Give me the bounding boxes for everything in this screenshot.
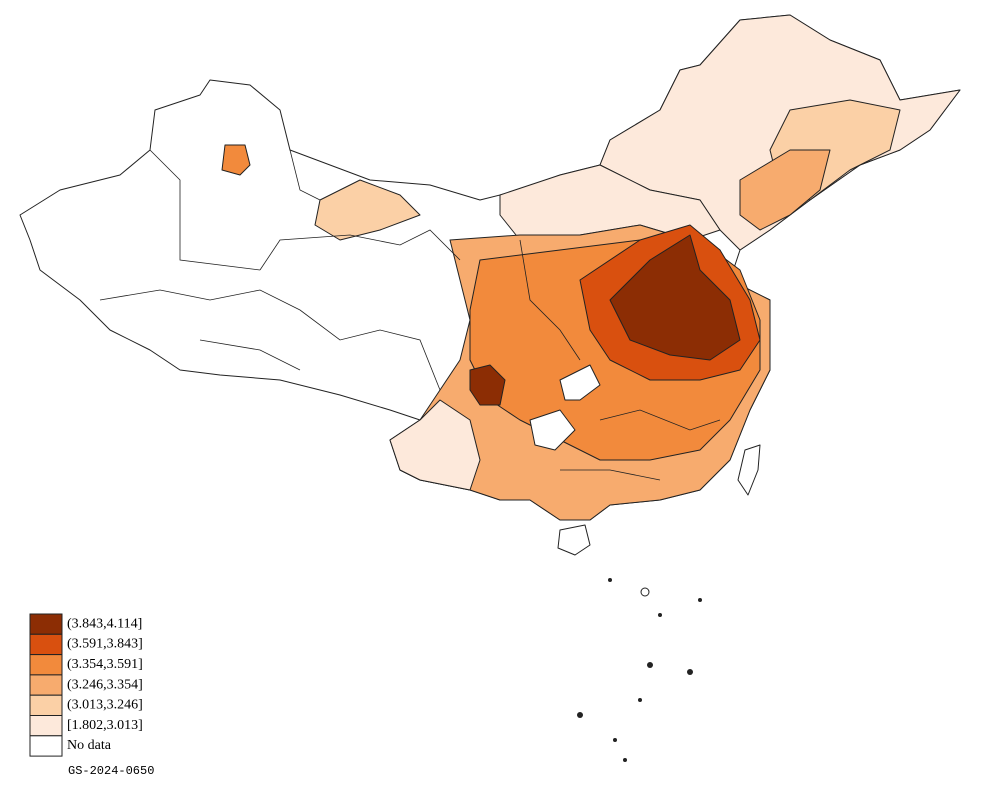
legend-label: (3.354,3.591]	[67, 657, 143, 672]
legend-swatch	[29, 633, 63, 656]
legend-swatch	[29, 674, 63, 696]
legend-label: (3.843,4.114]	[67, 616, 142, 631]
island	[613, 738, 617, 742]
island	[638, 698, 642, 702]
legend-swatch	[29, 735, 63, 757]
legend-swatch	[29, 694, 63, 717]
region-henan-shandong	[609, 234, 741, 361]
legend-swatch	[29, 613, 63, 635]
internal-borders	[99, 149, 721, 481]
island	[608, 578, 612, 582]
island	[640, 587, 650, 597]
legend: (3.843,4.114] (3.591,3.843] (3.354,3.591] (…	[29, 613, 143, 757]
island	[577, 712, 583, 718]
region-xinjiang-east	[314, 179, 421, 241]
island	[698, 598, 702, 602]
border	[199, 339, 301, 371]
island	[658, 613, 662, 617]
border	[99, 289, 441, 391]
region-chongqing-gap	[559, 364, 601, 401]
region-liaoning	[739, 149, 831, 231]
legend-swatch	[29, 715, 63, 737]
legend-swatch	[29, 654, 63, 676]
region-southwest	[389, 399, 481, 491]
map-code: GS-2024-0650	[68, 764, 154, 778]
legend-label: (3.246,3.354]	[67, 677, 143, 692]
legend-label: [1.802,3.013]	[67, 718, 143, 733]
taiwan	[737, 444, 761, 496]
border	[599, 409, 721, 431]
region-sichuan	[469, 364, 506, 406]
legend-label: (3.013,3.246]	[67, 698, 143, 713]
legend-label: No data	[67, 738, 112, 753]
region-guizhou-gap	[529, 409, 576, 451]
hainan	[557, 524, 591, 556]
legend-label: (3.591,3.843]	[67, 637, 143, 652]
border	[149, 149, 261, 271]
border	[289, 149, 321, 201]
island	[647, 662, 653, 668]
island	[623, 758, 627, 762]
map-regions	[19, 14, 961, 556]
border	[519, 239, 581, 361]
island	[687, 669, 693, 675]
region-xinjiang-north	[221, 144, 251, 176]
border	[560, 469, 661, 481]
south-sea-islands	[577, 578, 702, 762]
border	[259, 229, 461, 271]
